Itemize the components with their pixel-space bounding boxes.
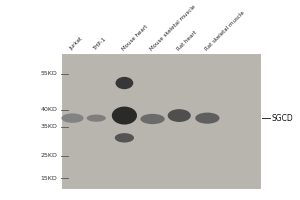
Bar bbox=[61, 53, 262, 190]
Text: Mouse skeletal muscle: Mouse skeletal muscle bbox=[149, 4, 196, 51]
Ellipse shape bbox=[112, 107, 137, 125]
Ellipse shape bbox=[140, 114, 165, 124]
Ellipse shape bbox=[116, 77, 133, 89]
Text: 35KD: 35KD bbox=[40, 124, 57, 129]
Ellipse shape bbox=[168, 109, 191, 122]
Ellipse shape bbox=[195, 113, 220, 124]
Text: 15KD: 15KD bbox=[40, 176, 57, 181]
Text: 55KD: 55KD bbox=[40, 71, 57, 76]
Text: Jurkat: Jurkat bbox=[69, 36, 84, 51]
Text: Rat skeletal muscle: Rat skeletal muscle bbox=[204, 10, 245, 51]
Ellipse shape bbox=[61, 113, 84, 123]
Text: THP-1: THP-1 bbox=[93, 37, 107, 51]
Text: Mouse heart: Mouse heart bbox=[121, 24, 148, 51]
Text: 25KD: 25KD bbox=[40, 153, 57, 158]
Ellipse shape bbox=[87, 115, 106, 122]
Ellipse shape bbox=[115, 133, 134, 143]
Text: Rat heart: Rat heart bbox=[176, 30, 197, 51]
Text: SGCD: SGCD bbox=[271, 114, 293, 123]
Text: 40KD: 40KD bbox=[40, 107, 57, 112]
